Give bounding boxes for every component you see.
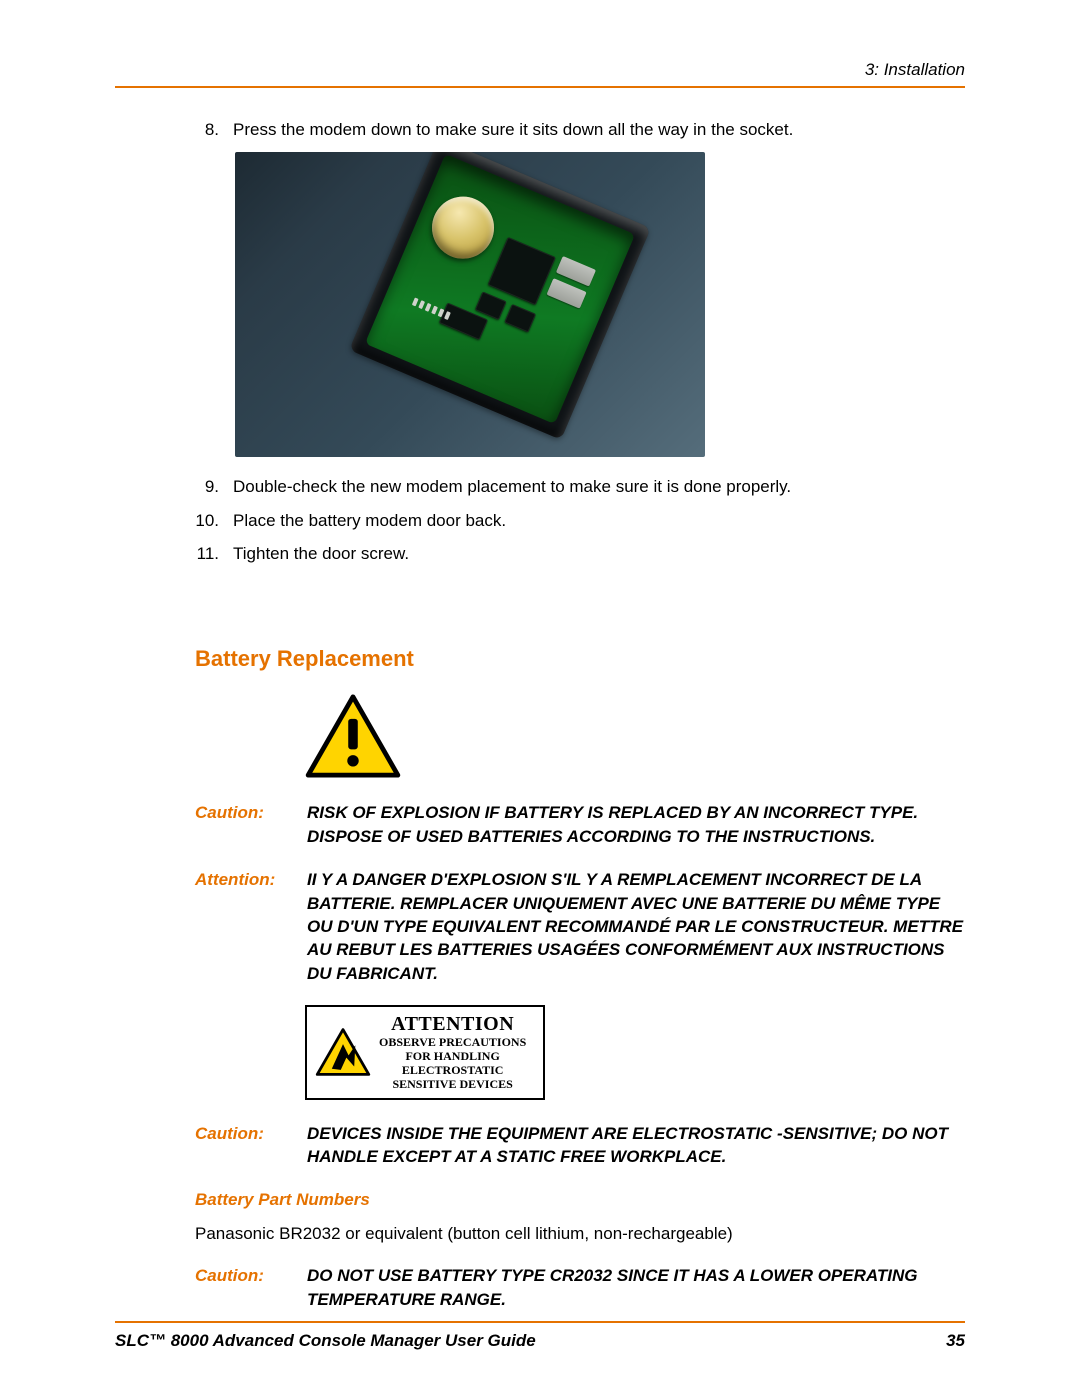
caution-label: Caution: [195,801,297,848]
esd-line2: FOR HANDLING [379,1050,526,1064]
esd-line3: ELECTROSTATIC [379,1064,526,1078]
esd-line4: SENSITIVE DEVICES [379,1078,526,1092]
attention-label: Attention: [195,868,297,985]
caution-text: DO NOT USE BATTERY TYPE CR2032 SINCE IT … [307,1264,965,1311]
footer-title: SLC™ 8000 Advanced Console Manager User … [115,1331,536,1351]
esd-line1: OBSERVE PRECAUTIONS [379,1036,526,1050]
caution-text: DEVICES INSIDE THE EQUIPMENT ARE ELECTRO… [307,1122,965,1169]
caution-explosion: Caution: RISK OF EXPLOSION IF BATTERY IS… [195,801,965,848]
battery-part-numbers-text: Panasonic BR2032 or equivalent (button c… [195,1224,965,1244]
esd-title: ATTENTION [379,1013,526,1036]
step-10: 10. Place the battery modem door back. [195,509,965,533]
step-text: Place the battery modem door back. [233,509,506,533]
chip-small-2 [504,304,536,333]
coin-cell-battery [422,187,503,268]
caution-cr2032: Caution: DO NOT USE BATTERY TYPE CR2032 … [195,1264,965,1311]
footer-rule [115,1321,965,1323]
caution-esd: Caution: DEVICES INSIDE THE EQUIPMENT AR… [195,1122,965,1169]
step-text: Press the modem down to make sure it sit… [233,118,793,142]
section-title-battery-replacement: Battery Replacement [195,646,965,672]
step-8: 8. Press the modem down to make sure it … [195,118,965,142]
step-number: 8. [195,118,219,142]
step-11: 11. Tighten the door screw. [195,542,965,566]
battery-part-numbers-heading: Battery Part Numbers [195,1190,965,1210]
warning-triangle-icon [305,694,401,778]
modem-bay [349,152,651,440]
step-number: 11. [195,542,219,566]
instruction-list-cont: 9. Double-check the new modem placement … [195,475,965,566]
page-content: 8. Press the modem down to make sure it … [115,88,965,1311]
esd-triangle-icon [315,1027,371,1077]
caution-label: Caution: [195,1122,297,1169]
caution-label: Caution: [195,1264,297,1311]
instruction-list: 8. Press the modem down to make sure it … [195,118,965,142]
caution-text: RISK OF EXPLOSION IF BATTERY IS REPLACED… [307,801,965,848]
step-number: 9. [195,475,219,499]
step-text: Tighten the door screw. [233,542,409,566]
chapter-header: 3: Installation [115,60,965,80]
modem-photo [235,152,705,457]
chip-large [488,237,556,305]
step-9: 9. Double-check the new modem placement … [195,475,965,499]
attention-text: II Y A DANGER D'EXPLOSION S'IL Y A REMPL… [307,868,965,985]
step-number: 10. [195,509,219,533]
attention-french: Attention: II Y A DANGER D'EXPLOSION S'I… [195,868,965,985]
esd-text: ATTENTION OBSERVE PRECAUTIONS FOR HANDLI… [379,1013,526,1091]
step-text: Double-check the new modem placement to … [233,475,791,499]
warning-triangle-wrap [195,694,965,783]
esd-attention-box: ATTENTION OBSERVE PRECAUTIONS FOR HANDLI… [305,1005,545,1099]
page-footer: SLC™ 8000 Advanced Console Manager User … [115,1321,965,1351]
footer-page-number: 35 [946,1331,965,1351]
